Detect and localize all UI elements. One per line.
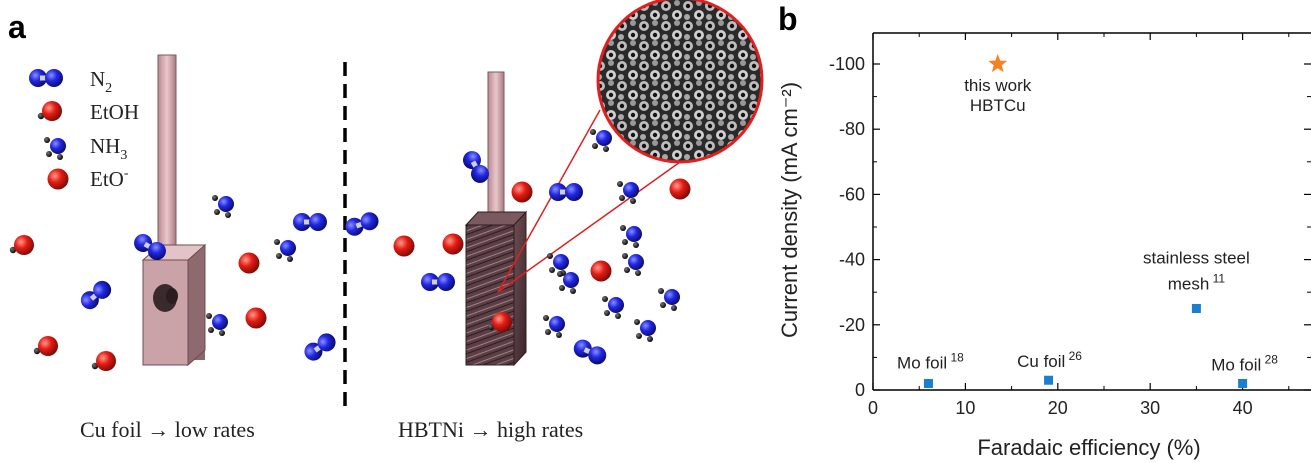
data-point-label: Mo foil 28	[1211, 352, 1278, 374]
y-tick-label: -60	[839, 184, 865, 204]
y-tick-label: -80	[839, 119, 865, 139]
legend-eto-label: EtO-	[90, 166, 129, 191]
panel-a-label: a	[8, 9, 26, 45]
data-point-label: this work	[964, 76, 1032, 95]
reference-number: 28	[1261, 352, 1278, 366]
x-axis-label: Faradaic efficiency (%)	[977, 435, 1200, 460]
panel-b-label: b	[778, 1, 798, 37]
legend-n2-molecule-icon	[29, 69, 63, 87]
x-tick-labels: 010203040506070	[868, 398, 1253, 418]
data-points	[923, 54, 1248, 388]
legend-eto-molecule-icon	[47, 168, 69, 190]
legend-nh3-label: NH3	[90, 134, 127, 163]
x-tick-label: 30	[1140, 398, 1160, 418]
legend-etoh-label: EtOH	[90, 100, 139, 124]
data-point-label: HBTCu	[970, 96, 1026, 115]
data-point-label: stainless steel	[1143, 249, 1250, 268]
chart-axes	[872, 32, 1311, 391]
legend-etoh-molecule-icon	[37, 101, 62, 121]
y-tick-label: -40	[839, 250, 865, 270]
x-tick-label: 40	[1233, 398, 1253, 418]
cu-foil-electrode	[141, 54, 207, 367]
legend-nh3-molecule-icon	[44, 137, 66, 160]
data-point-square	[1191, 304, 1201, 313]
data-point-label: Cu foil 26	[1017, 349, 1082, 371]
data-point-label: Mo foil 18	[897, 350, 964, 372]
faradaic-efficiency-chart: 010203040506070 0-20-40-60-80-100 this w…	[777, 32, 1311, 460]
data-point-label: mesh 11	[1168, 272, 1226, 294]
reference-number: 11	[1209, 272, 1225, 286]
y-tick-label: 0	[855, 380, 865, 400]
legend-n2-label: N2	[90, 67, 112, 96]
y-tick-label: -20	[839, 315, 865, 335]
caption-cu-foil: Cu foil → low rates	[80, 417, 255, 442]
legend: N2 EtOH NH3 EtO-	[29, 67, 139, 191]
y-tick-label: -100	[829, 54, 865, 74]
x-tick-label: 10	[955, 398, 975, 418]
y-tick-labels: 0 -20 -40 -60 -80 -100	[829, 54, 865, 400]
x-tick-label: 20	[1048, 398, 1068, 418]
data-point-square	[1044, 375, 1054, 385]
caption-hbtni: HBTNi → high rates	[398, 417, 583, 442]
y-axis-label: Current density (mA cm⁻²)	[777, 82, 802, 338]
sem-zoom-callout	[497, 0, 764, 293]
data-point-square	[923, 378, 933, 388]
hbtni-electrode	[464, 71, 528, 367]
reference-number: 26	[1065, 349, 1082, 363]
data-point-square	[1238, 378, 1248, 388]
x-tick-label: 0	[868, 398, 878, 418]
reference-number: 18	[947, 350, 964, 364]
data-point-star	[988, 54, 1008, 73]
